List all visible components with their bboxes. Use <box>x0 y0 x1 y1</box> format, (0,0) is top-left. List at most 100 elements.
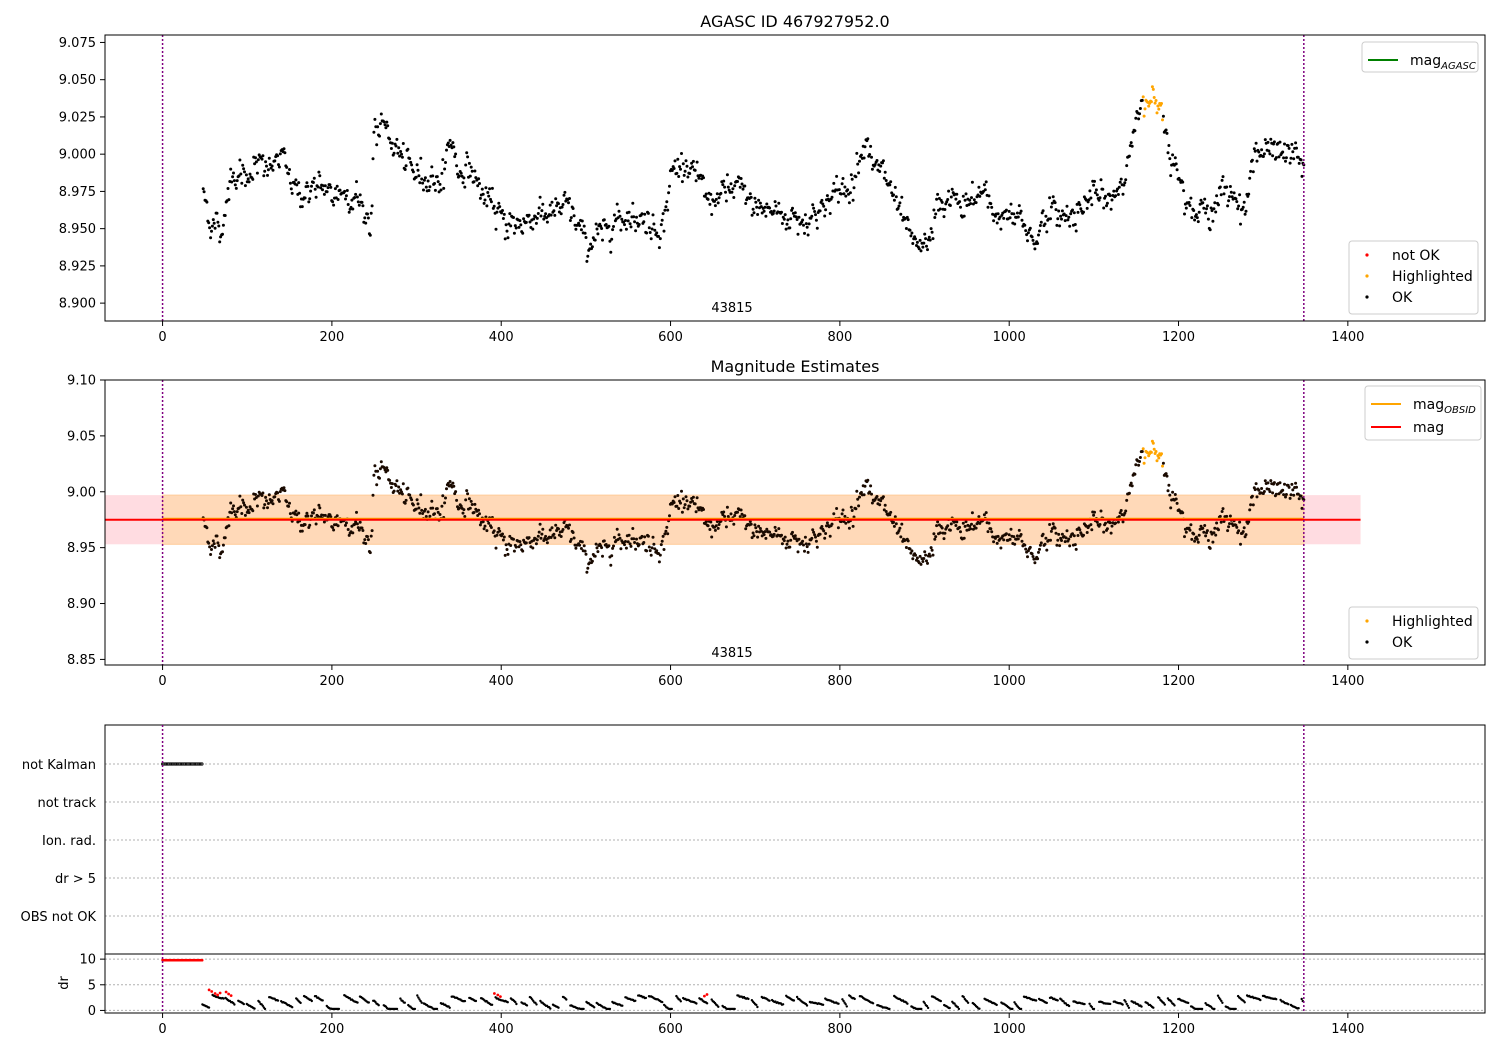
ok-point <box>1201 526 1205 530</box>
ok-point <box>732 522 736 526</box>
ok-point <box>986 205 990 209</box>
dr-point <box>1092 1007 1096 1011</box>
x-tick-label: 400 <box>489 330 514 345</box>
dr-point <box>756 1005 759 1009</box>
ok-point <box>1045 548 1049 552</box>
ok-point <box>396 151 400 155</box>
ok-point <box>662 229 666 233</box>
dr-point <box>399 997 402 1000</box>
ok-point <box>875 495 879 498</box>
ok-point <box>241 163 245 167</box>
ok-point <box>760 211 764 215</box>
ok-point <box>888 513 892 517</box>
ok-point <box>522 217 526 221</box>
ok-point <box>1134 463 1138 467</box>
ok-point <box>239 172 243 176</box>
ok-point <box>448 480 452 483</box>
ok-point <box>715 520 719 523</box>
ok-point <box>756 535 760 539</box>
ok-point <box>803 213 807 217</box>
ok-point <box>266 502 270 505</box>
ok-point <box>311 181 315 184</box>
ok-point <box>210 229 213 233</box>
ok-point <box>804 542 808 546</box>
ok-point <box>635 215 638 219</box>
dr-point <box>253 1007 256 1010</box>
ok-point <box>609 563 613 567</box>
ok-point <box>1215 194 1219 198</box>
ok-point <box>283 489 287 493</box>
ok-point <box>642 220 646 224</box>
ok-point <box>507 222 511 226</box>
ok-point <box>589 242 593 246</box>
ok-point <box>612 544 615 548</box>
ok-point <box>858 159 861 163</box>
ok-point <box>521 231 525 235</box>
ok-point <box>501 532 504 536</box>
highlighted-point <box>1151 441 1155 445</box>
ok-point <box>1013 542 1017 546</box>
ok-point <box>1278 481 1282 485</box>
ok-point <box>1093 510 1096 514</box>
ok-point <box>653 228 657 232</box>
ok-point <box>646 211 650 215</box>
ok-point <box>1043 222 1047 226</box>
ok-point <box>312 176 316 180</box>
ok-point <box>426 179 430 183</box>
ok-point <box>270 164 274 168</box>
ok-point <box>647 226 651 230</box>
ok-point <box>1125 164 1129 168</box>
ok-point <box>231 175 235 179</box>
estimates-obsid-label: 43815 <box>711 646 752 661</box>
ok-point <box>1296 155 1300 159</box>
highlighted-point <box>1152 447 1156 451</box>
ok-point <box>1262 490 1266 493</box>
estimates-plot-frame <box>104 379 1486 666</box>
ok-point <box>813 533 817 537</box>
highlighted-point <box>1161 464 1164 468</box>
ok-point <box>1168 157 1172 161</box>
ok-point <box>904 227 908 230</box>
ok-point <box>1007 533 1011 537</box>
ok-point <box>1260 148 1264 152</box>
ok-point <box>921 560 925 563</box>
ok-point <box>317 170 321 174</box>
ok-point <box>271 502 275 506</box>
ok-point <box>791 206 794 210</box>
dr-point <box>310 999 313 1003</box>
ok-point <box>317 503 321 507</box>
ok-point <box>1140 98 1144 102</box>
ok-point <box>436 510 440 514</box>
ok-point <box>557 527 560 531</box>
ok-point <box>847 526 851 530</box>
ok-point <box>664 205 668 209</box>
ok-point <box>691 165 694 169</box>
ok-point <box>1164 128 1168 132</box>
ok-point <box>255 171 259 175</box>
ok-point <box>610 554 614 558</box>
ok-point <box>467 497 471 501</box>
ok-point <box>1041 209 1045 213</box>
dr-point <box>957 1007 961 1011</box>
ok-point <box>470 169 474 173</box>
ok-point <box>1033 561 1037 565</box>
ok-point <box>466 155 470 159</box>
dr-point <box>1187 1001 1190 1005</box>
highlighted-point <box>1156 104 1160 108</box>
ok-point <box>1049 217 1052 221</box>
ok-point <box>1038 543 1042 547</box>
dr-point <box>821 1003 825 1006</box>
legend-point-label: Highlighted <box>1392 614 1473 630</box>
ok-point <box>1105 204 1108 208</box>
ok-point <box>500 211 503 215</box>
ok-point <box>868 153 872 156</box>
ok-point <box>681 162 685 166</box>
dr-point <box>418 998 421 1001</box>
ok-point <box>534 221 538 225</box>
legend-box <box>1361 41 1479 73</box>
ok-point <box>683 169 687 173</box>
ok-point <box>1117 515 1121 519</box>
ok-point <box>483 198 487 202</box>
ok-point <box>276 154 280 158</box>
ok-point <box>618 536 622 540</box>
